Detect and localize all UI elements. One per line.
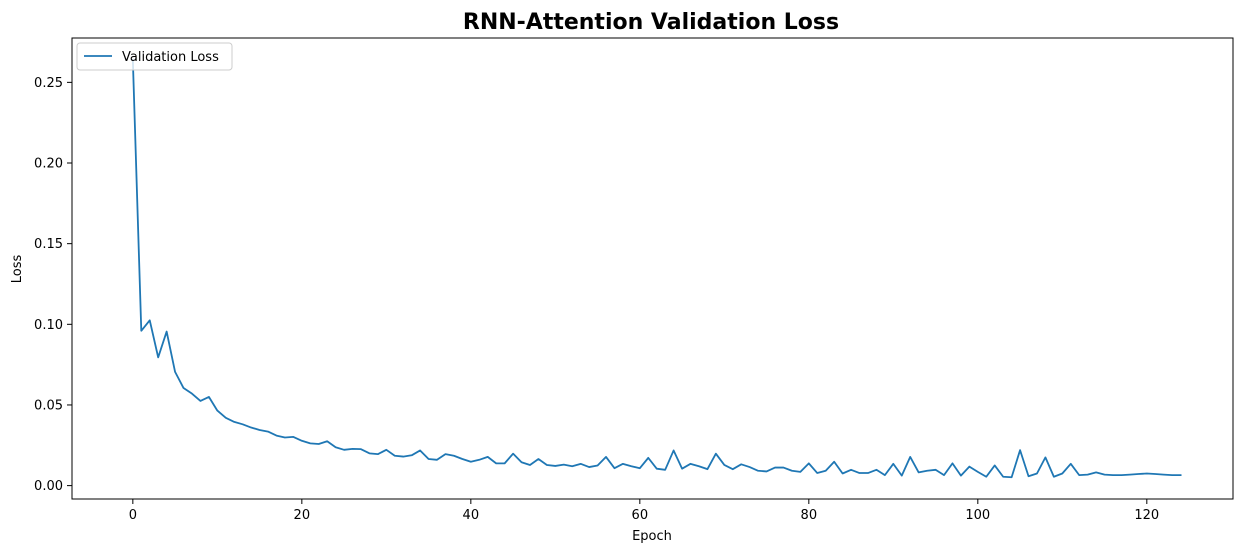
x-axis: 0 20 40 60 80 100 120	[129, 499, 1159, 523]
y-tick-label: 0.20	[34, 157, 63, 172]
plot-area	[71, 37, 1234, 500]
series-layer	[131, 58, 1182, 479]
x-axis-label: Epoch	[632, 529, 672, 544]
x-tick-label: 20	[294, 508, 311, 523]
x-tick-label: 40	[463, 508, 480, 523]
series-line-validation-loss	[131, 58, 1182, 479]
y-axis: 0.00 0.05 0.10 0.15 0.20 0.25	[34, 76, 72, 494]
y-tick-label: 0.15	[34, 237, 63, 252]
legend-label-validation-loss: Validation Loss	[122, 50, 219, 65]
x-tick-label: 60	[632, 508, 649, 523]
legend-box	[76, 42, 233, 71]
y-tick-label: 0.05	[34, 398, 63, 413]
y-axis-label: Loss	[10, 255, 25, 284]
y-tick-label: 0.00	[34, 479, 63, 494]
legend: Validation Loss	[76, 42, 233, 71]
x-tick-label: 0	[129, 508, 137, 523]
x-tick-label: 80	[801, 508, 818, 523]
x-tick-label: 100	[965, 508, 990, 523]
chart-title: RNN-Attention Validation Loss	[463, 10, 839, 35]
y-tick-label: 0.10	[34, 318, 63, 333]
y-tick-label: 0.25	[34, 76, 63, 91]
x-tick-label: 120	[1134, 508, 1159, 523]
